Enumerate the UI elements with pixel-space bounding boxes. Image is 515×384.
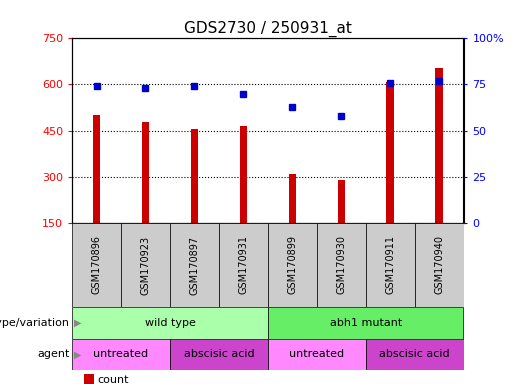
Text: wild type: wild type [145, 318, 195, 328]
Bar [72, 307, 268, 339]
Bar [219, 223, 268, 307]
Text: abscisic acid: abscisic acid [183, 349, 254, 359]
Bar [386, 82, 394, 223]
Text: GSM170923: GSM170923 [141, 235, 150, 295]
Bar [337, 180, 345, 223]
Text: GSM170930: GSM170930 [336, 235, 346, 295]
Bar [288, 174, 296, 223]
Title: GDS2730 / 250931_at: GDS2730 / 250931_at [184, 21, 352, 37]
Text: abh1 mutant: abh1 mutant [330, 318, 402, 328]
Bar [191, 129, 198, 223]
Bar [72, 339, 170, 370]
Bar [84, 374, 94, 384]
Text: GSM170897: GSM170897 [190, 235, 199, 295]
Text: GSM170940: GSM170940 [434, 235, 444, 295]
Bar [72, 223, 121, 307]
Bar [268, 339, 366, 370]
Text: ▶: ▶ [74, 318, 81, 328]
Text: ▶: ▶ [74, 349, 81, 359]
Bar [268, 223, 317, 307]
Bar [142, 122, 149, 223]
Bar [170, 339, 268, 370]
Bar [239, 126, 247, 223]
Text: GSM170911: GSM170911 [385, 235, 395, 295]
Text: abscisic acid: abscisic acid [379, 349, 450, 359]
Bar [121, 223, 170, 307]
Text: untreated: untreated [289, 349, 345, 359]
Bar [268, 307, 464, 339]
Text: count: count [97, 375, 129, 384]
Text: agent: agent [37, 349, 70, 359]
Bar [317, 223, 366, 307]
Bar [415, 223, 464, 307]
Text: genotype/variation: genotype/variation [0, 318, 70, 328]
Text: GSM170896: GSM170896 [92, 235, 101, 295]
Bar [366, 339, 464, 370]
Text: GSM170931: GSM170931 [238, 235, 248, 295]
Bar [170, 223, 219, 307]
Bar [435, 68, 443, 223]
Text: GSM170899: GSM170899 [287, 235, 297, 295]
Bar [93, 115, 100, 223]
Text: untreated: untreated [93, 349, 149, 359]
Bar [366, 223, 415, 307]
